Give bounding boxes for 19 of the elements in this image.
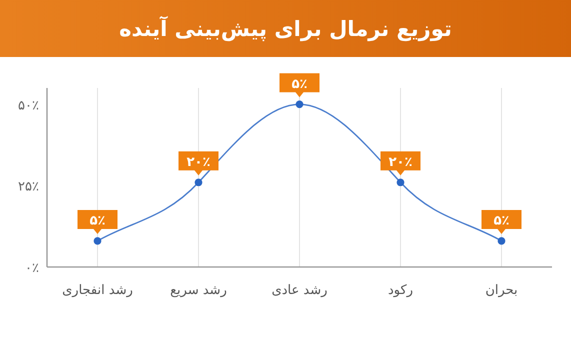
point xyxy=(94,237,102,245)
annotation: ۵٪ xyxy=(292,76,308,92)
x-tick-label: رشد انفجاری xyxy=(62,283,133,298)
x-tick-label: بحران xyxy=(485,283,518,298)
annotation: ۲۰٪ xyxy=(388,154,412,170)
x-tick-label: رشد عادی xyxy=(272,283,328,298)
x-tick-label: رشد سریع xyxy=(170,283,227,298)
point xyxy=(296,100,304,108)
annotation: ۵٪ xyxy=(494,213,510,228)
y-tick-label: ۲۵٪ xyxy=(18,180,40,195)
x-tick-label: رکود xyxy=(388,283,413,298)
annotation: ۵٪ xyxy=(90,213,106,228)
point xyxy=(498,237,506,245)
point xyxy=(396,178,404,186)
y-tick-label: ۵۰٪ xyxy=(18,98,40,114)
point xyxy=(194,178,202,186)
y-tick-label: ۰٪ xyxy=(25,261,40,276)
chart-title: توزیع نرمال برای پیش‌بینی آینده xyxy=(119,15,452,42)
annotation: ۲۰٪ xyxy=(186,154,210,170)
